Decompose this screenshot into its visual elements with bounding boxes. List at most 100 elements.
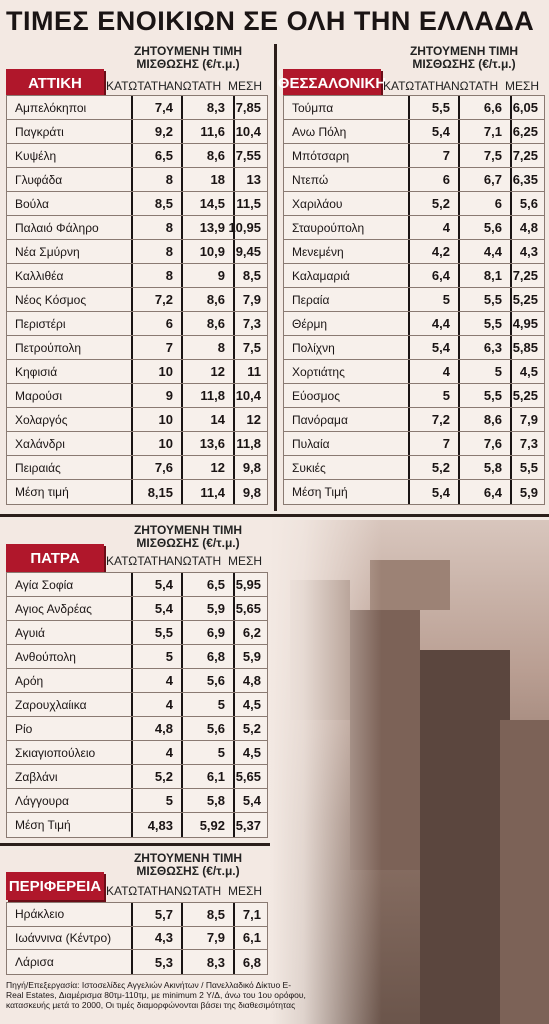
avg-value: 5,65 (233, 765, 269, 788)
area-name: Ανθούπολη (15, 649, 76, 664)
avg-value: 5,5 (510, 456, 546, 479)
high-value: 18 (181, 168, 233, 191)
table-row: Σκιαγιοπούλειο 4 5 4,5 (7, 741, 267, 765)
table-row: Βούλα 8,5 14,5 11,5 (7, 192, 267, 216)
high-value: 5,92 (181, 813, 233, 837)
area-name: Θέρμη (292, 316, 328, 331)
col-low-label: ΚΑΤΩΤΑΤΗ (106, 884, 167, 898)
column-divider (274, 44, 277, 511)
table-row: Πυλαία 7 7,6 7,3 (284, 432, 544, 456)
high-value: 14,5 (181, 192, 233, 215)
avg-value: 10,4 (233, 120, 269, 143)
region-label: ΑΤΤΙΚΗ (6, 69, 104, 97)
low-value: 5,7 (131, 903, 181, 926)
low-value: 4,3 (131, 926, 181, 950)
high-value: 5 (181, 741, 233, 764)
low-value: 7,6 (131, 456, 181, 479)
rows: Αγία Σοφία 5,4 6,5 5,95 Αγιος Ανδρέας 5,4 5,9 5… (6, 572, 268, 838)
area-name: Ζαβλάνι (15, 769, 58, 784)
high-value: 13,9 (181, 216, 233, 239)
high-value: 8 (181, 336, 233, 359)
low-value: 4 (408, 216, 458, 239)
area-name: Μενεμένη (292, 244, 344, 259)
area-name: Παλαιό Φάληρο (15, 220, 99, 235)
table-row: Ντεπώ 6 6,7 6,35 (284, 168, 544, 192)
table-row: Παλαιό Φάληρο 8 13,9 10,95 (7, 216, 267, 240)
avg-value: 5,9 (233, 645, 269, 668)
col-avg-label: ΜΕΣΗ (227, 884, 263, 898)
avg-value: 5,85 (510, 336, 546, 359)
low-value: 4,4 (408, 312, 458, 335)
avg-value: 10,95 (228, 216, 269, 239)
high-value: 5,8 (181, 789, 233, 812)
low-value: 5,4 (408, 336, 458, 359)
table-header: ΖΗΤΟΥΜΕΝΗ ΤΙΜΗ ΜΙΣΘΩΣΗΣ (€/τ.μ.) (133, 851, 243, 878)
table-row: Μπότσαρη 7 7,5 7,25 (284, 144, 544, 168)
low-value: 5,4 (408, 480, 458, 504)
high-value: 8,3 (181, 96, 233, 119)
avg-value: 11 (233, 360, 269, 383)
table-row: Ανω Πόλη 5,4 7,1 6,25 (284, 120, 544, 144)
avg-value: 7,25 (510, 144, 546, 167)
table-row: Λάγγουρα 5 5,8 5,4 (7, 789, 267, 813)
avg-value: 6,25 (510, 120, 546, 143)
col-high-label: ΑΝΩΤΑΤΗ (443, 79, 499, 93)
area-name: Αγιος Ανδρέας (15, 601, 92, 616)
area-name: Λάρισα (15, 955, 54, 970)
area-name: Χορτιάτης (292, 364, 345, 379)
avg-value: 7,3 (510, 432, 546, 455)
high-value: 10,9 (181, 240, 233, 263)
low-value: 4 (131, 741, 181, 764)
avg-value: 6,8 (233, 950, 269, 974)
low-value: 7,2 (131, 288, 181, 311)
low-value: 6,5 (131, 144, 181, 167)
avg-value: 4,8 (510, 216, 546, 239)
low-value: 8 (131, 168, 181, 191)
low-value: 4,83 (131, 813, 181, 837)
low-value: 4 (131, 693, 181, 716)
col-low-label: ΚΑΤΩΤΑΤΗ (106, 79, 167, 93)
area-name: Πανόραμα (292, 412, 348, 427)
high-value: 7,9 (181, 926, 233, 950)
low-value: 8,15 (131, 480, 181, 504)
table-row: Ηράκλειο 5,7 8,5 7,1 (7, 903, 267, 927)
table-header: ΖΗΤΟΥΜΕΝΗ ΤΙΜΗ ΜΙΣΘΩΣΗΣ (€/τ.μ.) (133, 44, 243, 71)
page-title: ΤΙΜΕΣ ΕΝΟΙΚΙΩΝ ΣΕ ΟΛΗ ΤΗΝ ΕΛΛΑΔΑ (6, 6, 535, 36)
area-name: Τούμπα (292, 100, 334, 115)
avg-value: 7,85 (233, 96, 269, 119)
low-value: 5,2 (408, 456, 458, 479)
low-value: 5 (408, 384, 458, 407)
avg-value: 5,65 (233, 597, 269, 620)
avg-value: 5,95 (233, 573, 269, 596)
col-high-label: ΑΝΩΤΑΤΗ (166, 79, 222, 93)
area-name: Μαρούσι (15, 388, 63, 403)
table-row: Νέα Σμύρνη 8 10,9 9,45 (7, 240, 267, 264)
avg-value: 6,1 (233, 926, 269, 950)
low-value: 6 (131, 312, 181, 335)
table-row: Μέση Τιμή 4,83 5,92 5,37 (7, 813, 267, 837)
area-name: Κηφισιά (15, 364, 58, 379)
avg-value: 9,45 (233, 240, 269, 263)
low-value: 7 (131, 336, 181, 359)
rows: Αμπελόκηποι 7,4 8,3 7,85 Παγκράτι 9,2 11,6 10,4… (6, 95, 268, 505)
area-name: Περιστέρι (15, 316, 66, 331)
low-value: 10 (131, 432, 181, 455)
table-patra: ΖΗΤΟΥΜΕΝΗ ΤΙΜΗ ΜΙΣΘΩΣΗΣ (€/τ.μ.) ΠΑΤΡΑ Κ… (6, 524, 268, 840)
high-value: 9 (181, 264, 233, 287)
area-name: Πολίχνη (292, 340, 335, 355)
avg-value: 12 (233, 408, 269, 431)
table-row: Πετρούπολη 7 8 7,5 (7, 336, 267, 360)
col-avg-label: ΜΕΣΗ (227, 79, 263, 93)
high-value: 6,9 (181, 621, 233, 644)
avg-value: 7,25 (510, 264, 546, 287)
low-value: 8,5 (131, 192, 181, 215)
area-name: Αγυιά (15, 625, 45, 640)
high-value: 6,8 (181, 645, 233, 668)
avg-value: 7,5 (233, 336, 269, 359)
avg-value: 11,5 (233, 192, 269, 215)
table-row: Αγυιά 5,5 6,9 6,2 (7, 621, 267, 645)
area-name: Σταυρούπολη (292, 220, 365, 235)
table-row: Καλλιθέα 8 9 8,5 (7, 264, 267, 288)
high-value: 6,5 (181, 573, 233, 596)
avg-value: 7,55 (233, 144, 269, 167)
